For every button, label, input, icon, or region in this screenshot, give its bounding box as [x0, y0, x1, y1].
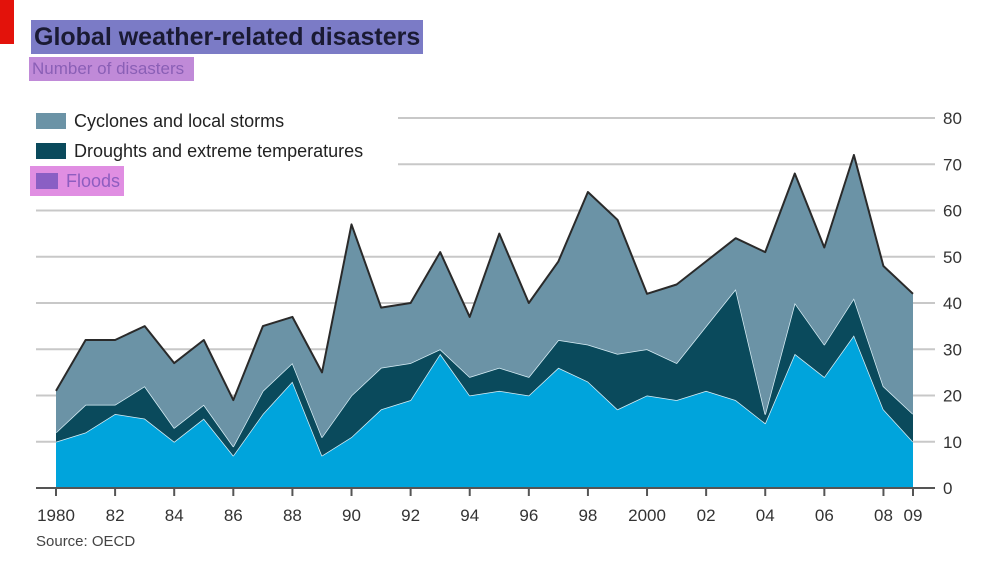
x-tick-label: 96 [519, 506, 538, 525]
legend-label-droughts: Droughts and extreme temperatures [74, 140, 364, 161]
legend-swatch-floods [36, 173, 58, 189]
x-tick-label: 90 [342, 506, 361, 525]
x-tick-label: 08 [874, 506, 893, 525]
source-note: Source: OECD [36, 533, 136, 550]
legend-item-floods: Floods [30, 166, 124, 196]
y-tick-label: 0 [943, 479, 952, 498]
y-tick-label: 30 [943, 340, 962, 359]
x-tick-label: 09 [904, 506, 923, 525]
x-tick-label: 94 [460, 506, 479, 525]
x-tick-label: 88 [283, 506, 302, 525]
y-tick-label: 60 [943, 202, 962, 221]
x-tick-label: 04 [756, 506, 775, 525]
y-tick-label: 10 [943, 433, 962, 452]
x-tick-label: 84 [165, 506, 184, 525]
area-cyclones [56, 155, 913, 447]
series-line-cyclones [55, 154, 914, 402]
x-tick-label: 98 [578, 506, 597, 525]
axes: 0 10 20 30 40 50 60 70 80 1980 82 84 86 88 90 92 94 96 98 2… [36, 109, 962, 525]
x-tick-label: 1980 [37, 506, 75, 525]
x-tick-label: 2000 [628, 506, 666, 525]
area-floods [56, 335, 913, 488]
y-tick-label: 20 [943, 387, 962, 406]
y-tick-label: 80 [943, 109, 962, 128]
chart-title: Global weather-related disasters [31, 20, 424, 54]
chart-legend: Cyclones and local storms Droughts and e… [30, 106, 363, 196]
chart-subtitle: Number of disasters [29, 57, 195, 81]
series-line-floods [55, 334, 914, 457]
y-tick-label: 50 [943, 248, 962, 267]
legend-label-cyclones: Cyclones and local storms [74, 110, 285, 131]
x-tick-label: 02 [697, 506, 716, 525]
legend-swatch-cyclones [36, 113, 66, 129]
area-droughts [56, 289, 913, 456]
stacked-areas [55, 154, 914, 488]
legend-label-floods: Floods [65, 170, 120, 191]
y-tick-label: 70 [943, 155, 962, 174]
legend-item-droughts: Droughts and extreme temperatures [36, 136, 363, 166]
legend-swatch-droughts [36, 143, 66, 159]
y-tick-label: 40 [943, 294, 962, 313]
legend-item-cyclones: Cyclones and local storms [36, 106, 363, 136]
x-tick-label: 92 [401, 506, 420, 525]
x-tick-label: 06 [815, 506, 834, 525]
x-tick-label: 82 [106, 506, 125, 525]
brand-accent-tab [0, 0, 14, 44]
x-tick-label: 86 [224, 506, 243, 525]
